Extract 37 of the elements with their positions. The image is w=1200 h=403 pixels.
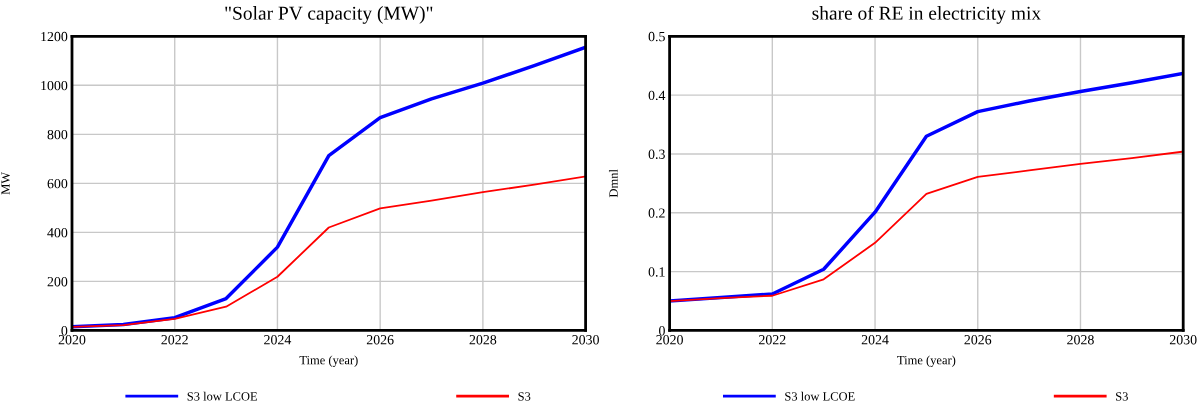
y-tick-label: 0.5 <box>648 31 665 42</box>
legend-label: S3 low LCOE <box>187 391 257 401</box>
y-tick-label: 0.3 <box>648 149 665 159</box>
y-tick-label: 1200 <box>41 31 68 42</box>
y-tick-label: 600 <box>47 178 68 189</box>
x-axis-title: Time (year) <box>897 355 956 367</box>
y-tick-label: 0.4 <box>648 90 666 101</box>
x-tick-label: 2026 <box>366 335 394 345</box>
x-tick-label: 2020 <box>58 335 86 345</box>
x-tick-label: 2022 <box>759 335 786 345</box>
x-tick-label: 2020 <box>656 335 683 345</box>
y-tick-label: 200 <box>47 277 68 287</box>
legend-label: S3 <box>518 392 531 401</box>
x-tick-label: 2024 <box>861 335 889 345</box>
y-tick-label: 1000 <box>41 80 68 91</box>
line-series <box>72 175 586 328</box>
chart-title: share of RE in electricity mix <box>812 5 1041 24</box>
y-tick-label: 0.1 <box>648 267 665 277</box>
y-tick-label: 800 <box>47 129 68 140</box>
legend-label: S3 <box>1116 392 1128 401</box>
x-tick-label: 2028 <box>469 335 497 345</box>
x-axis-title: Time (year) <box>299 355 358 367</box>
x-tick-label: 2030 <box>1169 335 1197 345</box>
line-series <box>669 150 1184 302</box>
y-tick-label: 0 <box>61 326 68 336</box>
y-tick-label: 0 <box>659 326 665 336</box>
y-tick-label: 0.2 <box>648 208 665 218</box>
chart-title: "Solar PV capacity (MW)" <box>225 6 433 24</box>
x-tick-label: 2026 <box>964 335 992 345</box>
y-axis-title: Dmnl <box>608 169 618 198</box>
x-tick-label: 2030 <box>572 335 599 345</box>
x-tick-label: 2022 <box>161 335 188 345</box>
x-tick-label: 2024 <box>264 335 292 345</box>
y-tick-label: 400 <box>47 227 68 238</box>
legend-label: S3 low LCOE <box>785 391 855 401</box>
y-axis-title: MW <box>1 171 10 195</box>
x-tick-label: 2028 <box>1067 335 1094 345</box>
